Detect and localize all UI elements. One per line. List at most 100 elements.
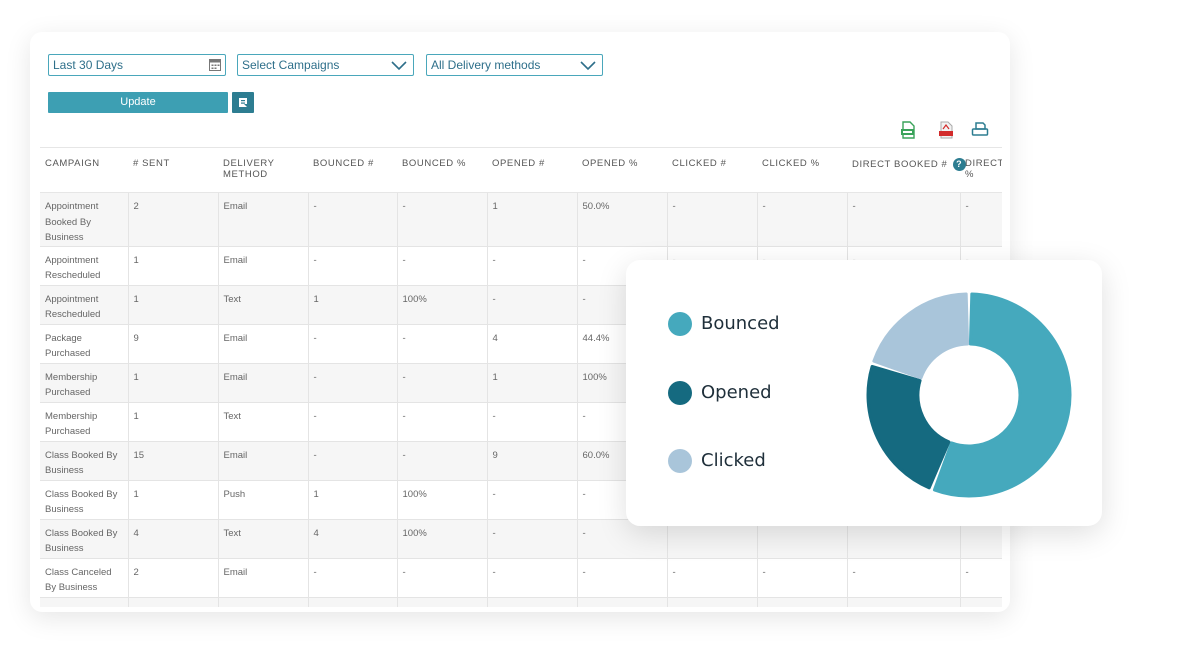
cell-sent: 1 [128, 402, 219, 442]
cell-opened-count: - [487, 285, 578, 325]
cell-direct-percent: - [960, 558, 1002, 598]
cell-bounced-count: 1 [308, 285, 398, 325]
cell-sent: 1 [128, 363, 219, 403]
table-header-row: CAMPAIGN # SENT DELIVERY METHOD BOUNCED … [40, 147, 1002, 193]
cell-bounced-percent: - [397, 558, 488, 598]
table-header: CAMPAIGN # SENT DELIVERY METHOD BOUNCED … [40, 147, 1002, 193]
save-report-icon [239, 98, 247, 107]
cell-campaign: Appointment Rescheduled [40, 285, 129, 325]
cell-campaign: Class Booked By Business [40, 519, 129, 559]
cell-sent: 1 [128, 480, 219, 520]
cell-clicked-percent: - [757, 597, 848, 607]
cell-opened-percent: - [577, 558, 668, 598]
cell-sent: 9 [128, 324, 219, 364]
cell-opened-count: 9 [487, 441, 578, 481]
col-direct-booked-header[interactable]: DIRECT BOOKED # ? [847, 147, 966, 193]
cell-opened-count: - [487, 246, 578, 286]
cell-delivery-method: Email [218, 246, 309, 286]
chevron-down-icon [391, 61, 407, 71]
col-sent-header[interactable]: # SENT [128, 147, 218, 193]
cell-sent: 4 [128, 519, 219, 559]
cell-bounced-percent: - [397, 192, 488, 247]
col-delivery-method-header[interactable]: DELIVERY METHOD [218, 147, 308, 193]
delivery-chart-card: Bounced Opened Clicked [626, 260, 1102, 526]
cell-direct-booked: - [847, 558, 961, 598]
cell-bounced-count: - [308, 402, 398, 442]
update-button[interactable]: Update [48, 92, 228, 113]
print-icon[interactable] [970, 120, 990, 140]
donut-chart [866, 292, 1072, 498]
pdf-export-icon[interactable] [936, 120, 956, 140]
cell-bounced-percent: 100% [397, 519, 488, 559]
cell-direct-percent: - [960, 192, 1002, 247]
cell-delivery-method: Email [218, 441, 309, 481]
cell-bounced-percent: 100% [397, 285, 488, 325]
cell-sent: 1 [128, 285, 219, 325]
cell-campaign: Package Purchased [40, 324, 129, 364]
cell-bounced-percent: - [397, 363, 488, 403]
table-row: Transaction3Email--133.3%---- [40, 597, 1002, 607]
cell-bounced-count: - [308, 324, 398, 364]
delivery-method-select[interactable]: All Delivery methods [426, 54, 603, 76]
cell-clicked-percent: - [757, 192, 848, 247]
cell-bounced-count: - [308, 246, 398, 286]
col-campaign-header[interactable]: CAMPAIGN [40, 147, 128, 193]
cell-direct-booked: - [847, 597, 961, 607]
cell-delivery-method: Email [218, 597, 309, 607]
cell-bounced-percent: - [397, 402, 488, 442]
calendar-icon [209, 59, 221, 71]
cell-campaign: Membership Purchased [40, 402, 129, 442]
csv-export-icon[interactable] [898, 120, 918, 140]
cell-opened-count: 1 [487, 597, 578, 607]
donut-slice-clicked[interactable] [872, 292, 970, 380]
col-opened-percent-header[interactable]: OPENED % [577, 147, 667, 193]
cell-sent: 2 [128, 192, 219, 247]
cell-clicked-count: - [667, 558, 758, 598]
cell-campaign: Transaction [40, 597, 129, 607]
donut-slice-bounced[interactable] [932, 292, 1072, 498]
delivery-method-value: All Delivery methods [431, 58, 541, 72]
cell-bounced-percent: - [397, 324, 488, 364]
campaigns-select[interactable]: Select Campaigns [237, 54, 414, 76]
cell-opened-count: - [487, 480, 578, 520]
cell-sent: 3 [128, 597, 219, 607]
donut-slice-opened[interactable] [866, 364, 951, 490]
cell-bounced-count: - [308, 441, 398, 481]
cell-bounced-percent: - [397, 597, 488, 607]
campaigns-value: Select Campaigns [242, 58, 340, 72]
cell-opened-count: - [487, 519, 578, 559]
legend-dot-clicked [668, 449, 692, 473]
cell-opened-count: - [487, 558, 578, 598]
cell-bounced-count: 1 [308, 480, 398, 520]
legend-label-clicked: Clicked [701, 450, 766, 471]
cell-delivery-method: Text [218, 285, 309, 325]
cell-sent: 1 [128, 246, 219, 286]
cell-clicked-percent: - [757, 558, 848, 598]
col-opened-count-header[interactable]: OPENED # [487, 147, 577, 193]
cell-campaign: Membership Purchased [40, 363, 129, 403]
col-bounced-count-header[interactable]: BOUNCED # [308, 147, 397, 193]
save-report-button[interactable] [232, 92, 254, 113]
col-bounced-percent-header[interactable]: BOUNCED % [397, 147, 487, 193]
direct-booked-label: DIRECT BOOKED # [852, 159, 948, 171]
cell-clicked-count: - [667, 597, 758, 607]
help-icon[interactable]: ? [952, 158, 966, 171]
col-direct-percent-header[interactable]: DIRECT % [960, 147, 1002, 193]
legend-dot-opened [668, 380, 692, 405]
date-range-value: Last 30 Days [53, 58, 124, 72]
col-clicked-count-header[interactable]: CLICKED # [667, 147, 757, 193]
cell-opened-count: 1 [487, 363, 578, 403]
cell-bounced-percent: - [397, 246, 488, 286]
table-row: Class Canceled By Business 2 Email - - - - - - - - [40, 558, 1002, 598]
cell-delivery-method: Text [218, 402, 309, 442]
col-clicked-percent-header[interactable]: CLICKED % [757, 147, 847, 193]
cell-delivery-method: Email [218, 363, 309, 403]
cell-sent: 15 [128, 441, 219, 481]
date-range-select[interactable]: Last 30 Days [48, 54, 226, 76]
cell-bounced-count: - [308, 363, 398, 403]
cell-bounced-percent: - [397, 441, 488, 481]
cell-sent: 2 [128, 558, 219, 598]
cell-direct-percent: - [960, 597, 1002, 607]
chevron-down-icon [580, 61, 596, 71]
cell-delivery-method: Email [218, 324, 309, 364]
